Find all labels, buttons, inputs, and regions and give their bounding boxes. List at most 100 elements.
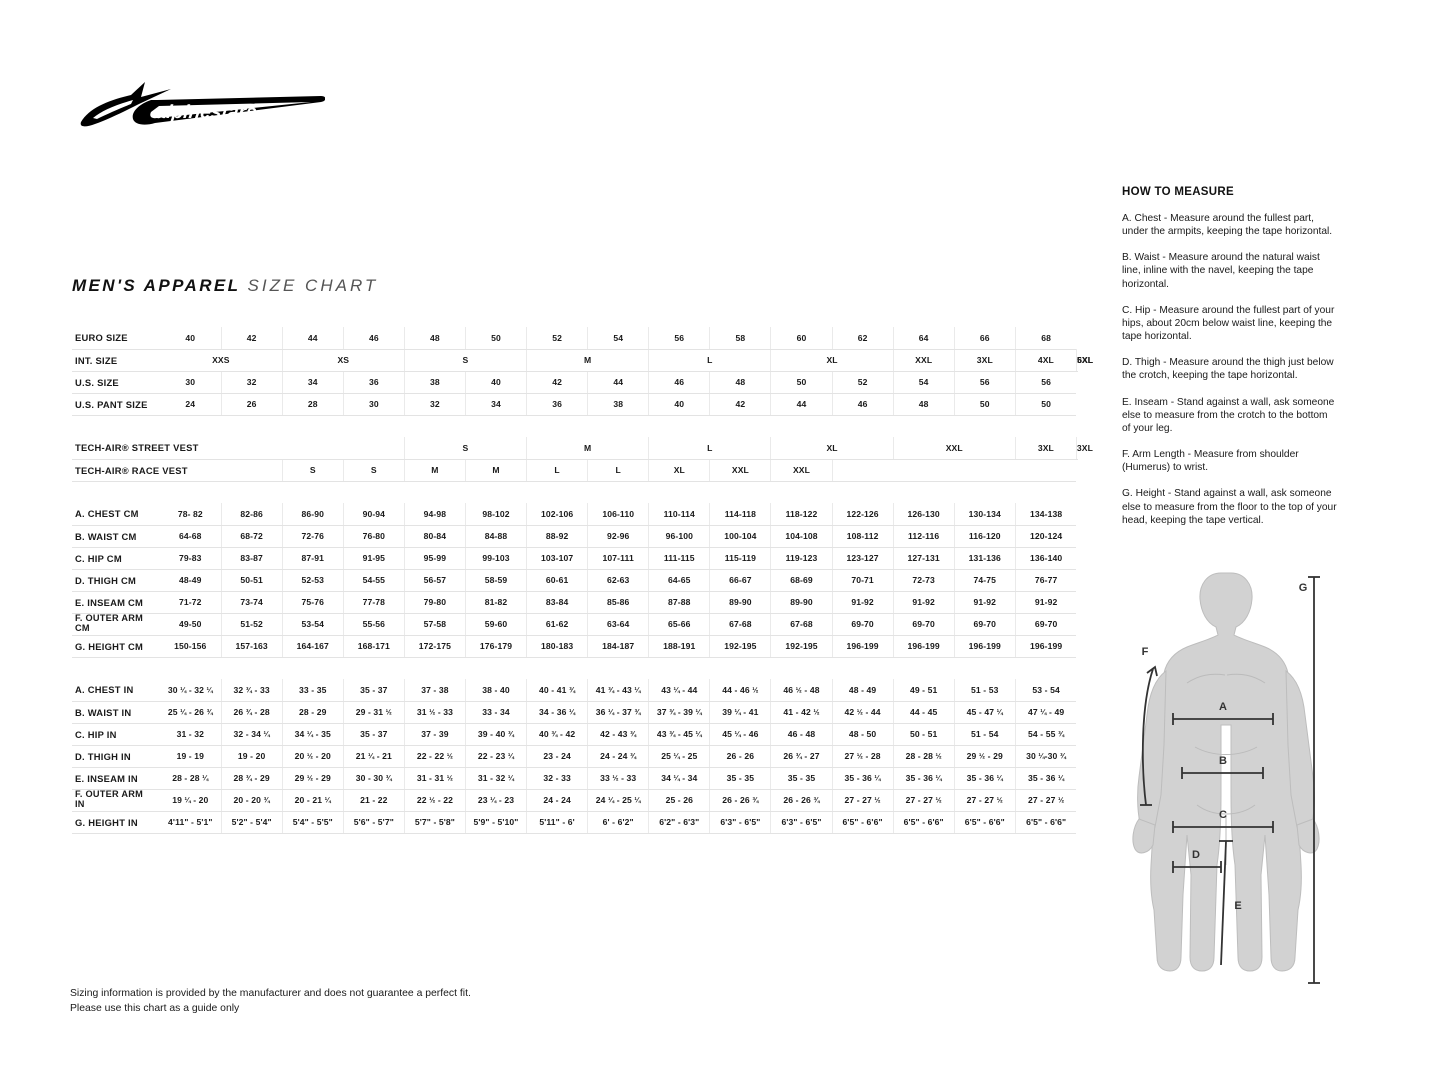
table-cell: 100-104 bbox=[709, 525, 771, 548]
table-cell: 32 bbox=[220, 371, 283, 394]
row-header: D. THIGH IN bbox=[72, 745, 160, 768]
table-cell: 31 - 32 bbox=[160, 723, 222, 746]
row-header: E. INSEAM IN bbox=[72, 767, 160, 790]
table-cell: M bbox=[464, 459, 527, 482]
table-cell: 72-73 bbox=[892, 569, 955, 592]
table-cell: 102-106 bbox=[526, 503, 588, 526]
table-cell: 50 bbox=[953, 393, 1016, 416]
table-cell: 122-126 bbox=[831, 503, 894, 526]
table-cell: 42 - 43 ¾ bbox=[587, 723, 649, 746]
table-cell: 5'4" - 5'5" bbox=[281, 811, 344, 834]
how-to-measure-heading: HOW TO MEASURE bbox=[1122, 186, 1234, 198]
table-cell: 123-127 bbox=[831, 547, 894, 570]
table-cell: 48 bbox=[403, 327, 466, 350]
table-cell: 31 - 31 ½ bbox=[403, 767, 466, 790]
table-cell: M bbox=[526, 349, 649, 372]
table-cell: 36 bbox=[526, 393, 588, 416]
table-cell: 62-63 bbox=[587, 569, 649, 592]
row-header: EURO SIZE bbox=[72, 327, 160, 350]
figure-label-e: E bbox=[1234, 900, 1241, 912]
table-cell: 67-68 bbox=[770, 613, 833, 636]
table-cell: 127-131 bbox=[892, 547, 955, 570]
row-header: U.S. PANT SIZE bbox=[72, 393, 160, 416]
table-row: U.S. PANT SIZE 24 26 28 30 32 34 36 38 40 42 44 46 48… bbox=[72, 393, 1077, 416]
row-header: C. HIP CM bbox=[72, 547, 160, 570]
table-cell: 44 bbox=[587, 371, 649, 394]
table-cell: 25 - 26 bbox=[648, 789, 710, 812]
figure-label-d: D bbox=[1192, 849, 1200, 861]
table-cell: 34 bbox=[281, 371, 344, 394]
table-cell: 164-167 bbox=[281, 635, 344, 658]
table-cell: 78- 82 bbox=[160, 503, 222, 526]
table-cell: 116-120 bbox=[953, 525, 1016, 548]
table-cell: 46 ½ - 48 bbox=[770, 679, 833, 702]
table-cell: L bbox=[648, 349, 771, 372]
table-cell: 62 bbox=[831, 327, 894, 350]
table-row: B. WAIST CM 64-68 68-72 72-76 76-80 80-84 84-8… bbox=[72, 525, 1077, 548]
table-cell: 68-72 bbox=[220, 525, 283, 548]
table-cell: 44 - 45 bbox=[892, 701, 955, 724]
table-row: C. HIP IN 31 - 32 32 - 34 ¼ 34 ¼ - 35 35 - 3… bbox=[72, 723, 1077, 746]
table-cell: 172-175 bbox=[403, 635, 466, 658]
table-cell: 60-61 bbox=[526, 569, 588, 592]
table-cell: 30 bbox=[342, 393, 405, 416]
table-cell: 40 bbox=[160, 327, 222, 350]
table-cell: 64-68 bbox=[160, 525, 222, 548]
table-cell: 22 - 22 ½ bbox=[403, 745, 466, 768]
table-cell: 66 bbox=[953, 327, 1016, 350]
body-silhouette bbox=[1150, 572, 1302, 972]
row-header: U.S. SIZE bbox=[72, 371, 160, 394]
table-cell: 27 - 27 ½ bbox=[831, 789, 894, 812]
table-cell: 30 - 30 ¾ bbox=[342, 767, 405, 790]
table-cell: 64-65 bbox=[648, 569, 710, 592]
table-cell: 71-72 bbox=[160, 591, 222, 614]
table-cell: 48-49 bbox=[160, 569, 222, 592]
table-cell: 196-199 bbox=[831, 635, 894, 658]
table-cell: 3XL bbox=[953, 349, 1016, 372]
row-header: TECH-AIR® STREET VEST bbox=[72, 437, 198, 460]
table-cell: 35 - 36 ¼ bbox=[892, 767, 955, 790]
table-cell: 40 bbox=[648, 393, 710, 416]
table-cell: 6'5" - 6'6" bbox=[953, 811, 1016, 834]
table-cell: 35 - 36 ¼ bbox=[831, 767, 894, 790]
table-cell: 5'11" - 6' bbox=[526, 811, 588, 834]
table-cell: 42 bbox=[526, 371, 588, 394]
figure-label-c: C bbox=[1219, 809, 1227, 821]
table-cell: 51 - 54 bbox=[953, 723, 1016, 746]
table-cell: 64 bbox=[892, 327, 955, 350]
body-measurement-diagram: A B C D E F G bbox=[1125, 565, 1340, 995]
table-cell: 56 bbox=[648, 327, 710, 350]
table-cell: 41 - 42 ½ bbox=[770, 701, 833, 724]
how-to-measure-item: D. Thigh - Measure around the thigh just… bbox=[1122, 357, 1334, 382]
table-cell: 47 ¼ - 49 bbox=[1014, 701, 1077, 724]
figure-label-g: G bbox=[1299, 582, 1308, 594]
table-row: E. INSEAM IN 28 - 28 ¼ 28 ¾ - 29 29 ½ - 29 3… bbox=[72, 767, 1077, 790]
table-cell: 91-95 bbox=[342, 547, 405, 570]
table-cell: 6'5" - 6'6" bbox=[831, 811, 894, 834]
size-chart-table: EURO SIZE 40 42 44 46 48 50 52 54 56 58 60 62 64 66 68 I… bbox=[72, 327, 1093, 834]
table-cell: 48 - 50 bbox=[831, 723, 894, 746]
page-title: MEN'S APPAREL SIZE CHART bbox=[72, 276, 378, 296]
table-cell: 92-96 bbox=[587, 525, 649, 548]
table-cell: 56 bbox=[953, 371, 1016, 394]
row-header: C. HIP IN bbox=[72, 723, 160, 746]
table-cell: 44 bbox=[770, 393, 833, 416]
table-cell: 79-80 bbox=[403, 591, 466, 614]
table-cell: 48 bbox=[892, 393, 955, 416]
table-cell: 192-195 bbox=[709, 635, 771, 658]
table-row-techair-street: TECH-AIR® STREET VEST S M L XL XXL 3XL 3XL bbox=[72, 437, 1093, 460]
table-cell: 45 ¼ - 46 bbox=[709, 723, 771, 746]
table-cell: 20 - 21 ¼ bbox=[281, 789, 344, 812]
table-cell: 31 ½ - 33 bbox=[403, 701, 466, 724]
table-cell: 87-88 bbox=[648, 591, 710, 614]
table-cell: 46 bbox=[831, 393, 894, 416]
table-cell: 50 bbox=[770, 371, 833, 394]
table-cell: L bbox=[587, 459, 649, 482]
table-cell: 34 - 36 ¼ bbox=[526, 701, 588, 724]
table-cell: 131-136 bbox=[953, 547, 1016, 570]
table-cell: 103-107 bbox=[526, 547, 588, 570]
table-cell: XS bbox=[281, 349, 405, 372]
table-cell: 48 bbox=[709, 371, 771, 394]
table-cell: 32 ¾ - 33 bbox=[220, 679, 283, 702]
table-cell: 28 bbox=[281, 393, 344, 416]
